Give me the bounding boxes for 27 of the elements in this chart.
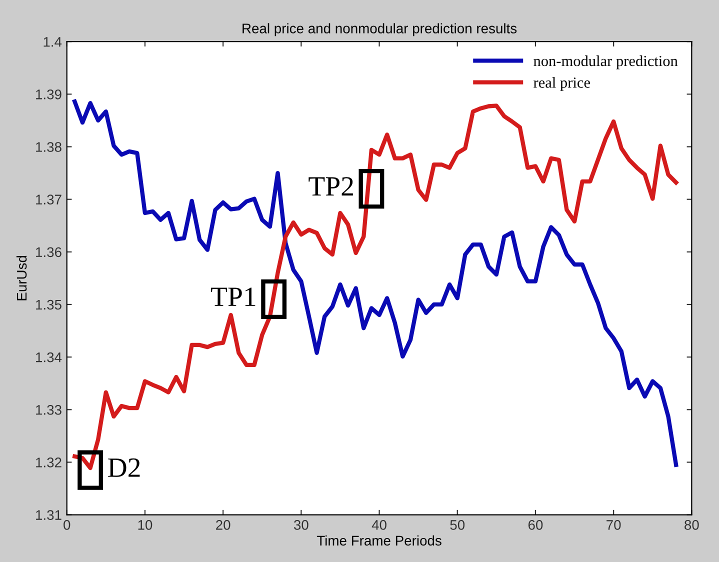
y-tick-label: 1.38 [36, 142, 62, 152]
y-axis-title: EurUsd [16, 256, 27, 300]
y-tick-label: 1.4 [44, 37, 62, 47]
x-tick-label: 20 [216, 520, 230, 530]
y-tick-label: 1.32 [36, 458, 62, 468]
y-tick-label: 1.33 [36, 404, 62, 415]
x-tick-label: 40 [372, 520, 386, 530]
x-tick-label: 0 [64, 520, 70, 530]
x-tick-label: 80 [684, 520, 699, 530]
x-axis-title: Time Frame Periods [316, 535, 442, 546]
y-tick-label: 1.36 [36, 247, 62, 258]
chart-title: Real price and nonmodular prediction results [242, 23, 517, 36]
y-tick-label: 1.37 [36, 194, 62, 204]
x-tick-label: 10 [138, 520, 152, 530]
annotation: D2 [108, 458, 140, 477]
y-tick-label: 1.35 [36, 300, 62, 310]
legend-label: non-modular prediction [534, 55, 678, 70]
y-tick-label: 1.39 [36, 90, 62, 100]
y-tick-label: 1.31 [36, 510, 62, 520]
y-tick-label: 1.34 [36, 352, 62, 362]
x-tick-label: 70 [606, 520, 621, 530]
x-tick-label: 50 [450, 520, 465, 530]
x-tick-label: 30 [294, 520, 308, 530]
legend-label: real price [534, 77, 590, 91]
x-tick-label: 60 [528, 520, 543, 530]
annotation: TP2 [308, 177, 353, 196]
annotation: TP1 [211, 288, 256, 306]
